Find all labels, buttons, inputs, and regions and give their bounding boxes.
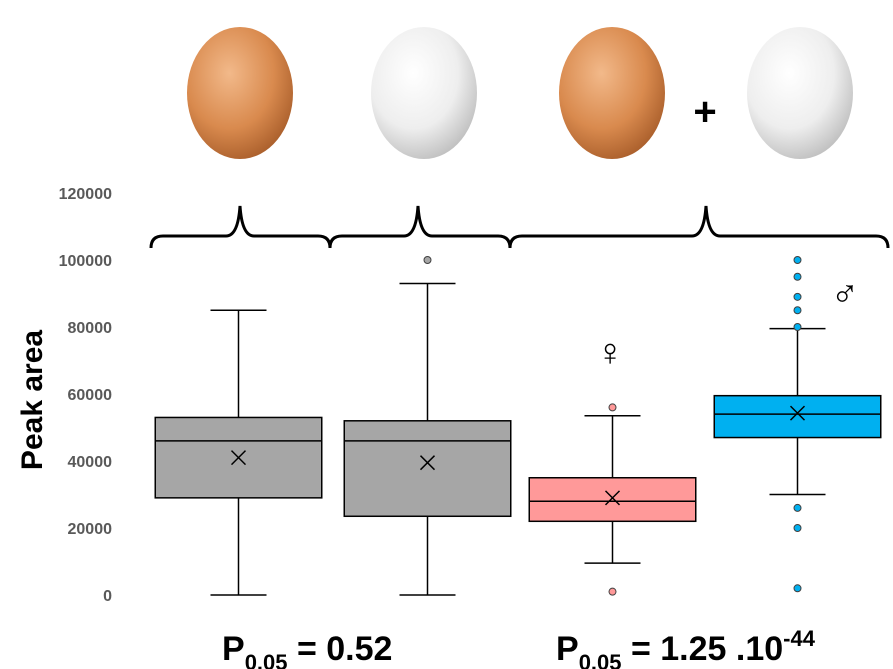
outlier xyxy=(794,307,801,314)
outlier xyxy=(609,404,616,411)
p-text: = 0.52 xyxy=(288,630,393,668)
outlier xyxy=(424,257,431,264)
y-tick-label: 0 xyxy=(103,588,112,605)
box xyxy=(344,421,511,516)
bracket xyxy=(510,206,888,248)
bracket xyxy=(151,206,330,248)
plus-sign: + xyxy=(693,90,716,134)
y-tick-label: 60000 xyxy=(68,387,113,404)
p-value: P0.05 = 1.25 .10-44 xyxy=(556,626,816,669)
y-tick-label: 80000 xyxy=(68,320,113,337)
outlier xyxy=(794,504,801,511)
eggs xyxy=(187,27,853,159)
p: P xyxy=(222,630,245,668)
outlier xyxy=(609,588,616,595)
p-sup: -44 xyxy=(783,626,816,651)
outlier xyxy=(794,257,801,264)
p-value: P0.05 = 0.52 xyxy=(222,630,392,669)
bracket xyxy=(330,206,510,248)
y-tick-label: 40000 xyxy=(68,454,113,471)
outlier xyxy=(794,525,801,532)
outlier xyxy=(794,324,801,331)
y-axis-label: Peak area xyxy=(16,330,49,470)
y-tick-label: 20000 xyxy=(68,521,113,538)
y-tick-label: 100000 xyxy=(59,253,112,270)
brown-egg xyxy=(187,27,293,159)
outlier xyxy=(794,273,801,280)
p-sub: 0.05 xyxy=(579,650,622,669)
white-egg xyxy=(371,27,477,159)
p: P xyxy=(556,630,579,668)
y-tick-label: 120000 xyxy=(59,186,112,203)
p-sub: 0.05 xyxy=(245,650,288,669)
brown-egg xyxy=(559,27,665,159)
female-symbol: ♀ xyxy=(596,332,625,374)
male-symbol: ♂ xyxy=(831,272,860,314)
p-text: = 1.25 .10 xyxy=(622,630,784,668)
brackets xyxy=(151,206,888,248)
box xyxy=(714,396,881,438)
white-egg xyxy=(747,27,853,159)
outlier xyxy=(794,585,801,592)
box xyxy=(529,478,696,522)
chart: + ♀ ♂ Peak area P0.05 = 0.52 P0.05 = 1.2… xyxy=(0,0,893,669)
outlier xyxy=(794,293,801,300)
